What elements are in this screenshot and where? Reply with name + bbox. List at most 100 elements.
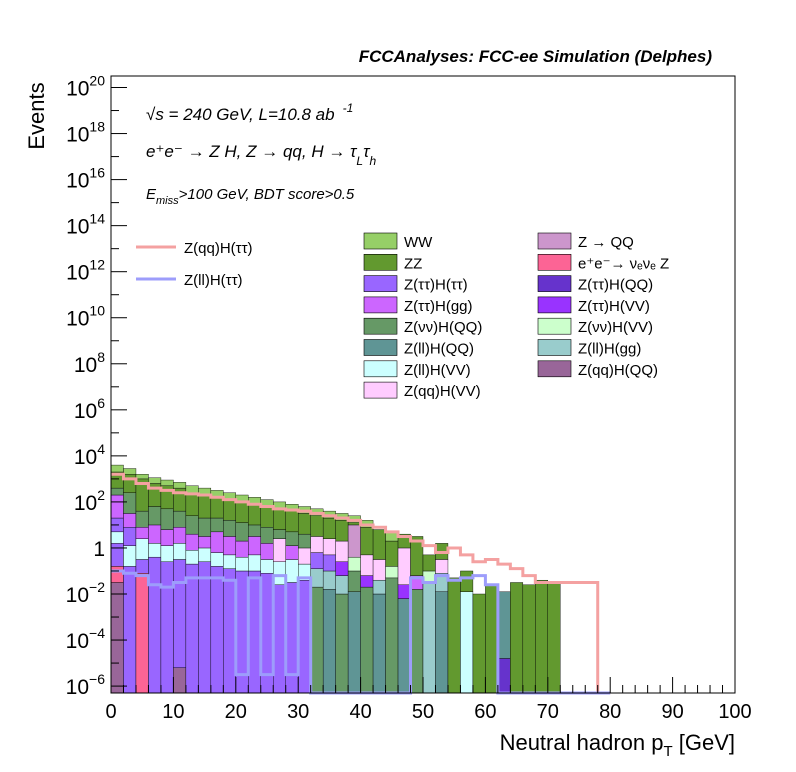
bar-bin-12-seg-3 (260, 527, 274, 544)
bar-bin-4-seg-2 (160, 529, 174, 546)
bar-bin-8-seg-3 (210, 517, 224, 533)
y-tick-label: 106 (74, 395, 105, 423)
bar-bin-21-seg-0 (372, 593, 386, 694)
y-tick-label: 10−6 (66, 671, 106, 699)
bar-bin-2-seg-2 (135, 538, 149, 560)
bar-bin-9-seg-3 (223, 520, 237, 537)
stacked-histogram (110, 464, 561, 694)
bar-bin-25-seg-0 (422, 582, 436, 694)
bar-bin-16-seg-4 (310, 515, 324, 537)
bar-bin-14-seg-1 (285, 559, 299, 583)
bar-bin-15-seg-3 (298, 533, 311, 549)
chart-title: FCCAnalyses: FCC-ee Simulation (Delphes) (359, 47, 713, 66)
annotation-process: e⁺e⁻ → Z H, Z → qq, H → τLτh (146, 142, 376, 168)
legend-fill-label: Z(ττ)H(ττ) (404, 277, 468, 294)
legend-fill-label: Z(νν)H(VV) (578, 319, 653, 336)
bar-bin-33-seg-0 (522, 584, 536, 694)
legend-line-label: Z(qq)H(ττ) (184, 240, 253, 257)
bar-bin-0-seg-6 (110, 487, 124, 496)
bar-bin-1-seg-5 (123, 474, 137, 493)
bar-bin-2-seg-4 (135, 510, 149, 528)
y-tick-base: 10 (74, 354, 97, 377)
bar-bin-3-seg-1 (148, 543, 162, 558)
bar-bin-31-seg-1 (497, 591, 511, 659)
bar-bin-13-seg-0 (273, 584, 286, 694)
bar-bin-1-seg-3 (123, 513, 137, 528)
bar-bin-22-seg-2 (385, 540, 399, 567)
bar-bin-0-seg-8 (110, 464, 124, 473)
y-tick-base: 10 (66, 78, 89, 101)
y-tick-base: 10 (66, 262, 89, 285)
bar-bin-18-seg-0 (335, 593, 349, 694)
bar-bin-0-seg-2 (110, 543, 124, 567)
legend-fill-swatch (537, 360, 572, 378)
bar-bin-28-seg-0 (460, 591, 474, 694)
bar-bin-20-seg-1 (360, 575, 374, 588)
bar-bin-4-seg-0 (160, 561, 174, 694)
bar-bin-7-seg-3 (198, 517, 212, 537)
bar-bin-14-seg-4 (285, 510, 299, 533)
legend-fill-label: Z(qq)H(VV) (404, 383, 481, 400)
bar-bin-17-seg-1 (322, 570, 336, 590)
bar-bin-8-seg-2 (210, 531, 224, 553)
bar-bin-10-seg-2 (235, 540, 249, 558)
bar-bin-0-seg-3 (110, 531, 124, 544)
bar-bin-8-seg-0 (210, 566, 224, 694)
bar-bin-5-seg-4 (173, 510, 187, 528)
bar-bin-25-seg-1 (422, 570, 436, 583)
y-tick-label: 1010 (66, 303, 105, 331)
bar-bin-23-seg-0 (397, 598, 411, 694)
legend-fill-swatch (363, 339, 398, 356)
x-tick-label: 100 (718, 701, 751, 723)
x-tick-label: 40 (349, 701, 371, 723)
y-tick-label: 108 (74, 349, 105, 377)
y-tick-base: 10 (66, 170, 89, 193)
bar-bin-20-seg-2 (360, 554, 374, 576)
legend-fill-label: Z(νν)H(QQ) (404, 319, 482, 336)
bar-bin-19-seg-1 (347, 570, 361, 592)
bar-bin-1-seg-4 (123, 492, 137, 514)
y-axis-label: Events (24, 82, 49, 149)
bar-bin-1-seg-0 (123, 566, 137, 694)
bar-bin-14-seg-3 (285, 531, 299, 546)
legend-fill-label: WW (404, 234, 433, 251)
legend-fill-label: Z(ττ)H(VV) (578, 298, 650, 315)
legend-fill-swatch (363, 275, 398, 292)
bar-bin-26-seg-2 (435, 559, 449, 574)
y-tick-exp: 10 (89, 303, 105, 319)
legend-fill-swatch (363, 296, 398, 314)
bar-bin-13-seg-4 (273, 508, 286, 530)
y-tick-label: 10−2 (66, 579, 106, 607)
bar-bin-8-seg-1 (210, 552, 224, 567)
bar-bin-5-seg-3 (173, 527, 187, 544)
y-tick-exp: 6 (97, 395, 105, 411)
y-tick-base: 10 (74, 400, 97, 423)
bar-bin-3-seg-3 (148, 506, 162, 526)
bar-bin-17-seg-2 (322, 554, 336, 572)
bar-bin-29-seg-0 (472, 593, 486, 694)
bar-bin-17-seg-0 (322, 589, 336, 694)
bar-bin-17-seg-3 (322, 538, 336, 556)
bar-bin-23-seg-2 (397, 547, 411, 586)
bar-bin-14-seg-2 (285, 545, 299, 560)
legend-fill-swatch (363, 254, 398, 271)
x-axis-label: Neutral hadron pT [GeV] (500, 730, 735, 760)
bar-bin-12-seg-1 (260, 559, 274, 574)
bar-bin-1-seg-6 (123, 468, 137, 475)
legend-fill-swatch (537, 296, 572, 314)
bar-bin-0-seg-5 (110, 494, 124, 519)
bar-bin-18-seg-1 (335, 575, 349, 595)
y-tick-base: 10 (74, 446, 97, 469)
y-tick-label: 1014 (66, 211, 105, 239)
x-axis-label-main: Neutral hadron p (500, 730, 664, 755)
y-tick-label: 1 (93, 538, 105, 561)
x-tick-label: 70 (537, 701, 559, 723)
y-tick-label: 1016 (66, 165, 105, 193)
x-tick-label: 60 (474, 701, 496, 723)
y-tick-label: 104 (74, 441, 105, 469)
bar-bin-4-seg-3 (160, 508, 174, 530)
y-tick-base: 10 (66, 676, 89, 699)
bar-bin-5-seg-0 (173, 667, 187, 694)
bar-bin-26-seg-0 (435, 591, 449, 694)
legend-fill-label: Z(ll)H(QQ) (404, 341, 474, 358)
